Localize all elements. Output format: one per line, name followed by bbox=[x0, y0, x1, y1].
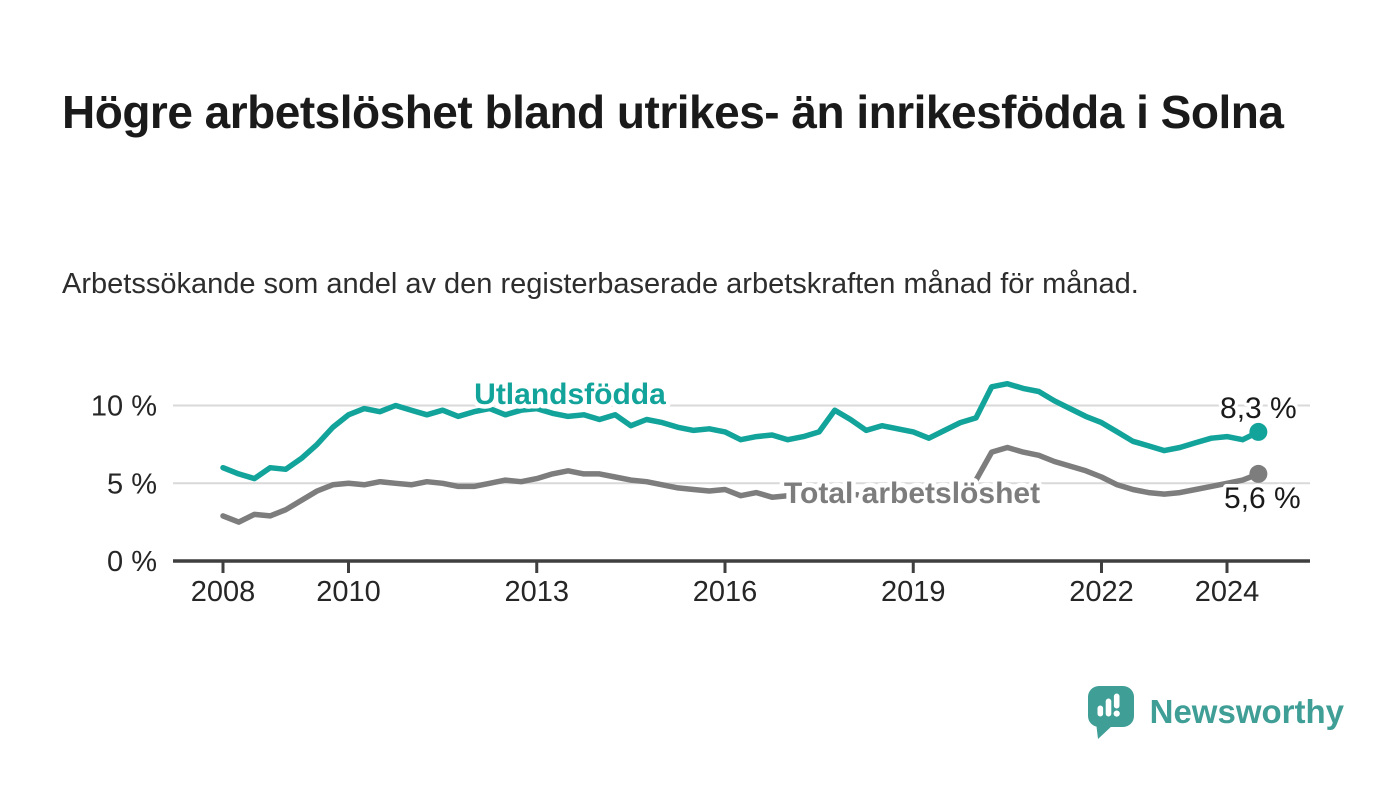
x-tick-label: 2008 bbox=[191, 576, 256, 608]
y-tick-label: 5 % bbox=[107, 468, 157, 500]
x-tick-label: 2010 bbox=[316, 576, 381, 608]
x-tick-label: 2019 bbox=[881, 576, 946, 608]
speech-bubble-chart-icon bbox=[1087, 686, 1134, 739]
y-tick-label: 0 % bbox=[107, 546, 157, 578]
x-tick-label: 2022 bbox=[1069, 576, 1134, 608]
series-label: Utlandsfödda bbox=[474, 378, 666, 411]
x-tick-label: 2024 bbox=[1195, 576, 1260, 608]
newsworthy-logo-text: Newsworthy bbox=[1149, 693, 1344, 730]
chart-title: Högre arbetslöshet bland utrikes- än inr… bbox=[62, 85, 1284, 138]
newsworthy-logo-icon bbox=[1087, 686, 1134, 739]
series-end-dot bbox=[1249, 422, 1268, 441]
series-label: Total arbetslöshet bbox=[784, 477, 1040, 510]
newsworthy-logo: Newsworthy bbox=[1085, 684, 1344, 740]
series-end-value-label: 8,3 % bbox=[1220, 392, 1297, 425]
series-end-value-label: 5,6 % bbox=[1224, 482, 1301, 515]
x-tick-label: 2013 bbox=[504, 576, 569, 608]
y-tick-label: 10 % bbox=[91, 391, 157, 423]
series-end-dot bbox=[1249, 464, 1268, 483]
chart-subtitle: Arbetssökande som andel av den registerb… bbox=[62, 268, 1139, 300]
series-line-utlandsf-dda bbox=[220, 380, 1262, 482]
series-line-total-arbetsl-shet bbox=[220, 444, 1262, 525]
x-tick-label: 2016 bbox=[693, 576, 758, 608]
